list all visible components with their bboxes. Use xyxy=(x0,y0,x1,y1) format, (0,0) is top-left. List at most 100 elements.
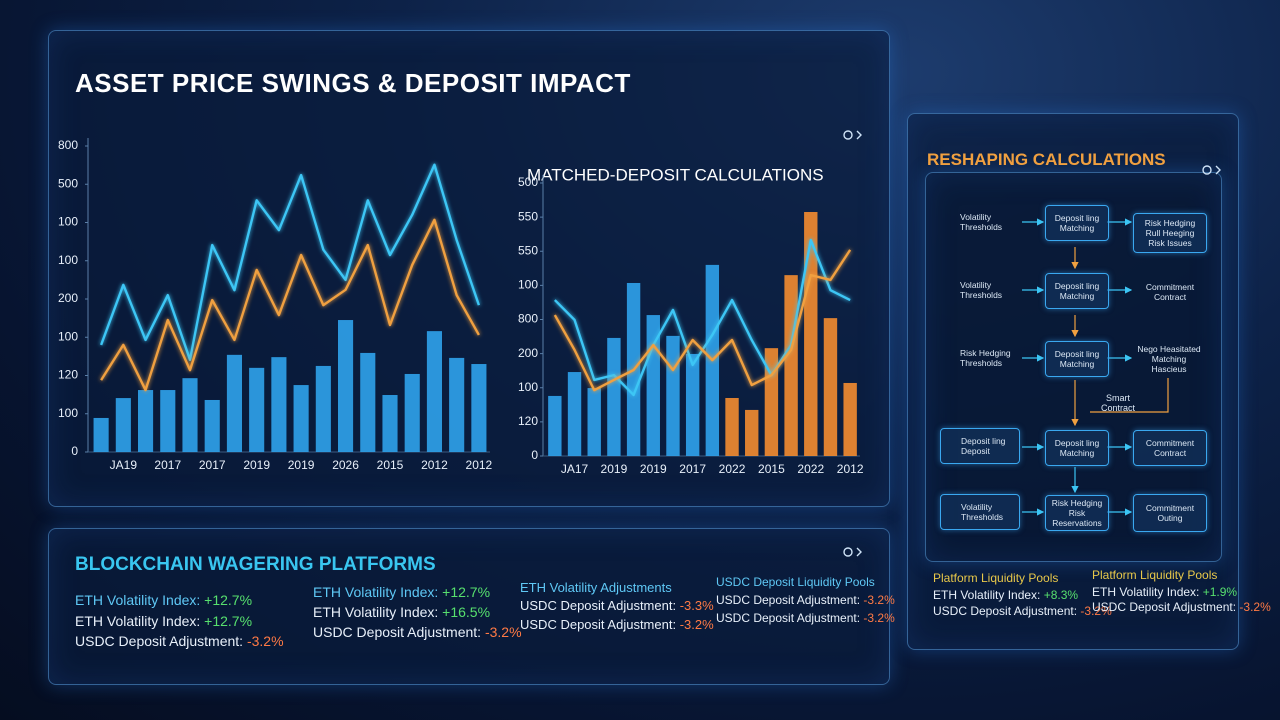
stat-value: +16.5% xyxy=(442,604,491,620)
stat-line: ETH Volatility Index: +12.7% xyxy=(75,613,252,629)
bar xyxy=(745,409,759,456)
bar xyxy=(138,390,154,452)
stat-line: ETH Volatility Index: +16.5% xyxy=(313,604,490,620)
stat-line: USDC Deposit Adjustment: -3.3% xyxy=(520,598,714,613)
bar xyxy=(382,395,398,452)
bar xyxy=(204,399,220,452)
x-tick-label: 2022 xyxy=(797,462,824,476)
y-tick-label: 500 xyxy=(58,176,78,190)
line xyxy=(99,163,481,362)
stat-label: ETH Volatility Index: xyxy=(75,613,201,629)
bar xyxy=(587,388,601,456)
stat-value: +1.9% xyxy=(1202,585,1238,599)
flow-process: Deposit ling Matching xyxy=(1045,341,1109,377)
platforms-title: BLOCKCHAIN WAGERING PLATFORMS xyxy=(75,554,436,575)
platforms-panel xyxy=(48,528,890,685)
bar xyxy=(471,364,487,452)
stat-label: USDC Deposit Adjustment: xyxy=(520,617,677,632)
x-tick-label: 2017 xyxy=(154,458,181,472)
bar xyxy=(249,367,265,452)
x-tick-label: 2019 xyxy=(640,462,667,476)
y-tick-label: 200 xyxy=(518,346,538,360)
bar xyxy=(404,373,420,452)
flow-result: Nego Heasitated Matching Hascieus xyxy=(1137,344,1201,374)
panel-menu-button[interactable] xyxy=(1201,163,1227,177)
bar xyxy=(115,398,131,452)
stat-value: -3.2% xyxy=(246,633,284,649)
y-tick-label: 500 xyxy=(518,175,538,189)
bar xyxy=(226,354,242,452)
stat-label: ETH Volatility Index: xyxy=(313,604,439,620)
stat-label: USDC Deposit Adjustment: xyxy=(716,611,861,625)
flow-result: Commitment Contract xyxy=(1133,430,1207,466)
x-tick-label: 2012 xyxy=(466,458,493,472)
bar xyxy=(338,320,354,452)
line xyxy=(100,218,480,392)
x-tick-label: 2019 xyxy=(288,458,315,472)
flow-process: Deposit ling Matching xyxy=(1045,430,1109,466)
stat-value: -3.2% xyxy=(1239,600,1271,614)
y-tick-label: 800 xyxy=(518,312,538,326)
bar xyxy=(567,372,582,456)
stat-heading: Platform Liquidity Pools xyxy=(933,571,1059,585)
x-tick-label: 2017 xyxy=(679,462,706,476)
stat-heading: ETH Volatility Adjustments xyxy=(520,580,672,595)
x-tick-label: 2019 xyxy=(601,462,628,476)
bar xyxy=(93,417,109,452)
panel-menu-button[interactable] xyxy=(842,545,868,559)
stat-line: USDC Deposit Adjustment: -3.2% xyxy=(313,624,522,640)
x-tick-label: JA17 xyxy=(561,462,589,476)
stat-value: -3.2% xyxy=(679,617,714,632)
stat-label: USDC Deposit Adjustment: xyxy=(75,633,244,649)
chart-title: MATCHED-DEPOSIT CALCULATIONS xyxy=(527,165,824,184)
y-tick-label: 200 xyxy=(58,291,78,305)
bar xyxy=(685,353,700,456)
bar xyxy=(666,335,680,456)
flow-result: Commitment Contract xyxy=(1145,282,1195,302)
flow-process: Deposit ling Matching xyxy=(1045,273,1109,309)
bar xyxy=(784,275,798,456)
y-tick-label: 100 xyxy=(518,278,538,292)
y-tick-label: 550 xyxy=(518,243,538,257)
stat-value: +8.3% xyxy=(1043,588,1079,602)
stat-line: USDC Deposit Adjustment: -3.2% xyxy=(933,604,1112,618)
x-tick-label: 2012 xyxy=(837,462,864,476)
stat-label: USDC Deposit Adjustment: xyxy=(313,624,482,640)
x-tick-label: 2015 xyxy=(758,462,785,476)
stat-label: USDC Deposit Adjustment: xyxy=(716,593,861,607)
panel-menu-button[interactable] xyxy=(842,128,868,142)
stat-value: -3.2% xyxy=(1080,604,1112,618)
x-tick-label: JA19 xyxy=(110,458,138,472)
bar xyxy=(360,352,376,452)
y-tick-label: 100 xyxy=(58,253,78,267)
bar xyxy=(764,348,779,456)
stat-line: ETH Volatility Index: +12.7% xyxy=(313,584,490,600)
flow-result: Risk Hedging Rull Heeging Risk Issues xyxy=(1133,213,1207,253)
stat-value: +12.7% xyxy=(204,592,253,608)
y-tick-label: 100 xyxy=(58,215,78,229)
stat-line: ETH Volatility Index: +12.7% xyxy=(75,592,252,608)
stat-label: USDC Deposit Adjustment: xyxy=(933,604,1078,618)
stat-line: USDC Deposit Adjustment: -3.2% xyxy=(716,593,895,607)
stat-label: ETH Volatility Index: xyxy=(933,588,1041,602)
y-tick-label: 100 xyxy=(58,406,78,420)
bar xyxy=(843,382,857,456)
line xyxy=(553,249,852,392)
stat-line: USDC Deposit Adjustment: -3.2% xyxy=(520,617,714,632)
flow-source: Risk Hedging Thresholds xyxy=(960,348,1011,368)
stat-label: ETH Volatility Index: xyxy=(313,584,439,600)
stat-label: ETH Volatility Index: xyxy=(1092,585,1200,599)
x-tick-label: 2022 xyxy=(719,462,746,476)
bar xyxy=(804,212,818,456)
stat-line: USDC Deposit Adjustment: -3.2% xyxy=(716,611,895,625)
stat-label: USDC Deposit Adjustment: xyxy=(1092,600,1237,614)
stat-line: ETH Volatility Index: +8.3% xyxy=(933,588,1078,602)
flow-source: Volatility Thresholds xyxy=(940,494,1020,530)
stat-heading: Platform Liquidity Pools xyxy=(1092,568,1218,582)
stat-value: +12.7% xyxy=(204,613,253,629)
stat-heading: USDC Deposit Liquidity Pools xyxy=(716,575,875,589)
stat-value: -3.2% xyxy=(863,611,895,625)
flow-title: RESHAPING CALCULATIONS xyxy=(927,150,1166,169)
